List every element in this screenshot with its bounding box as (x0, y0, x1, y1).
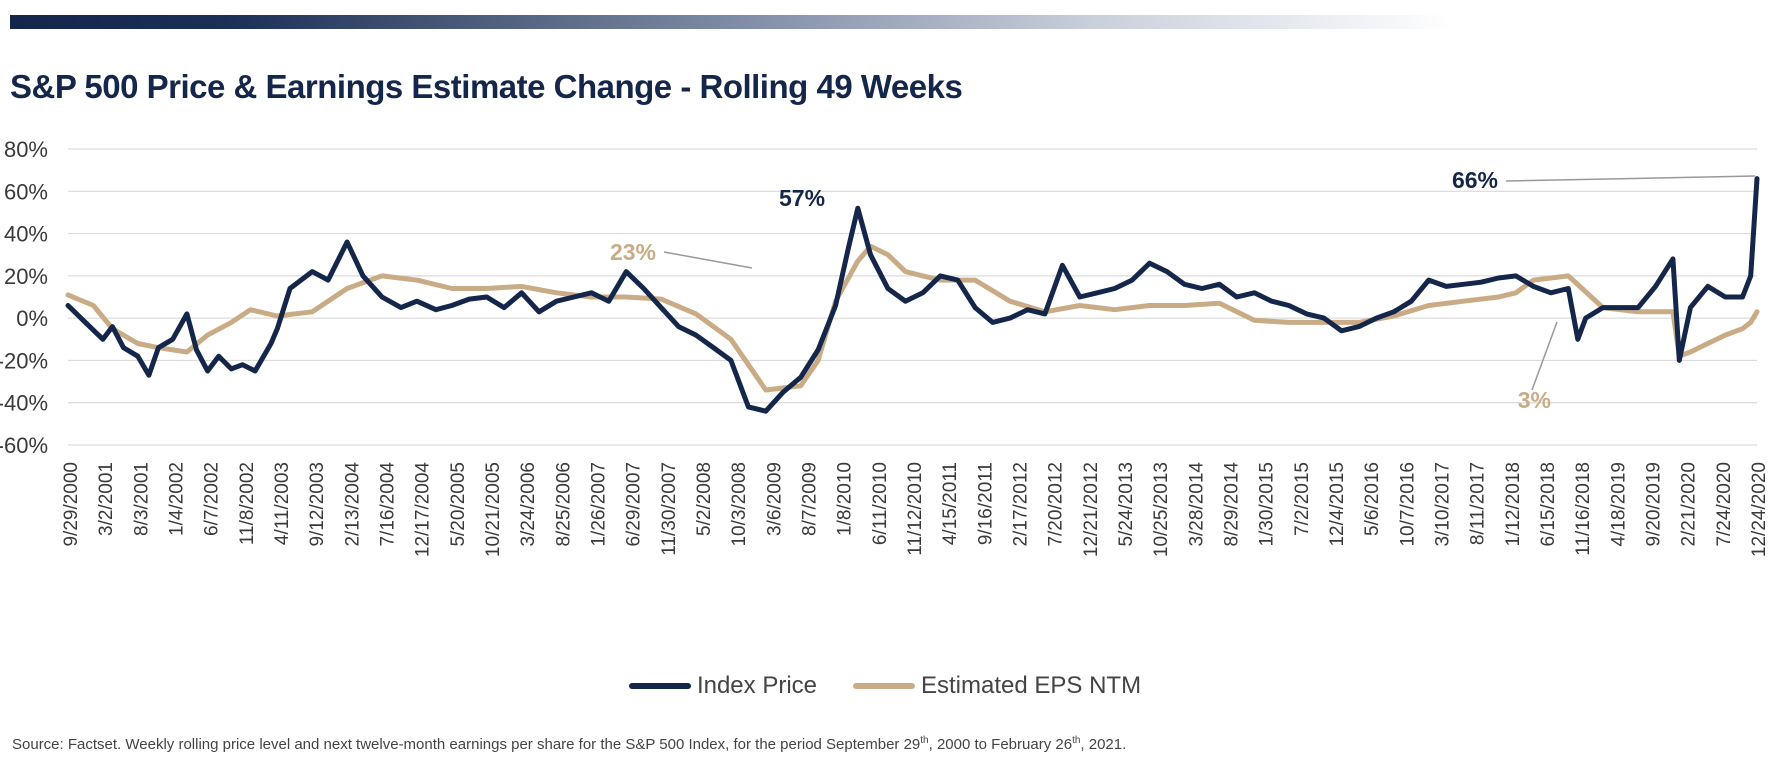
source-note: Source: Factset. Weekly rolling price le… (12, 735, 1126, 753)
gridlines (68, 148, 1757, 446)
y-tick-label: -60% (0, 433, 48, 458)
x-tick-label: 10/25/2013 (1151, 462, 1172, 557)
x-tick-label: 4/18/2019 (1608, 462, 1629, 547)
x-tick-label: 9/29/2000 (61, 462, 82, 547)
x-axis: 9/29/2000 3/2/2001 8/3/2001 1/4/2002 6/7/200… (61, 462, 1770, 558)
x-tick-label: 3/10/2017 (1433, 462, 1454, 547)
x-tick-label: 5/24/2013 (1116, 462, 1137, 547)
series-line-index-price (65, 176, 1760, 414)
x-tick-label: 2/17/2012 (1011, 462, 1032, 547)
x-tick-label: 6/7/2002 (202, 462, 223, 536)
y-tick-label: 20% (4, 264, 48, 289)
x-tick-label: 4/15/2011 (940, 462, 961, 545)
x-tick-label: 1/12/2018 (1503, 462, 1524, 547)
annotation-3: 3% (1518, 387, 1551, 413)
annotation-leader (1531, 321, 1558, 391)
x-tick-label: 1/30/2015 (1257, 462, 1278, 547)
x-tick-label: 11/12/2010 (905, 462, 926, 556)
x-tick-label: 7/24/2020 (1714, 462, 1735, 547)
x-tick-label: 12/24/2020 (1749, 462, 1770, 557)
x-tick-label: 5/2/2008 (694, 462, 715, 536)
annotation-leader (1505, 175, 1756, 182)
x-tick-label: 11/16/2018 (1573, 462, 1594, 556)
x-tick-label: 6/29/2007 (624, 462, 645, 547)
x-tick-label: 8/11/2017 (1468, 462, 1489, 545)
series-lines (65, 176, 1760, 414)
legend-label-eps: Estimated EPS NTM (921, 672, 1142, 699)
x-tick-label: 9/20/2019 (1644, 462, 1665, 547)
x-tick-label: 11/8/2002 (237, 462, 258, 545)
series-line-eps (65, 243, 1760, 393)
x-tick-label: 1/8/2010 (835, 462, 856, 536)
x-tick-label: 8/3/2001 (131, 462, 152, 536)
annotation-66: 66% (1452, 167, 1498, 193)
x-tick-label: 1/26/2007 (589, 462, 610, 547)
source-note-sup1: th (920, 735, 929, 746)
header-gradient-bar (10, 15, 1455, 29)
y-axis: 80% 60% 40% 20% 0% -20% -40% -60% (0, 137, 48, 458)
x-tick-label: 11/30/2007 (659, 462, 680, 556)
x-tick-label: 2/21/2020 (1679, 462, 1700, 547)
x-tick-label: 10/7/2016 (1397, 462, 1418, 547)
x-tick-label: 3/24/2006 (518, 462, 539, 547)
annotations: 57% 23% 66% 3% (610, 167, 1756, 413)
legend-item-index-price: Index Price (628, 672, 817, 700)
x-tick-label: 12/21/2012 (1081, 462, 1102, 557)
x-tick-label: 10/21/2005 (483, 462, 504, 557)
source-note-sup2: th (1072, 735, 1081, 746)
x-tick-label: 6/15/2018 (1538, 462, 1559, 547)
legend: Index Price Estimated EPS NTM (0, 672, 1770, 700)
x-tick-label: 7/16/2004 (378, 462, 399, 547)
y-tick-label: -20% (0, 348, 48, 373)
legend-swatch-eps (853, 683, 915, 689)
x-tick-label: 9/16/2011 (975, 462, 996, 545)
x-tick-label: 7/2/2015 (1292, 462, 1313, 536)
chart-title: S&P 500 Price & Earnings Estimate Change… (10, 68, 963, 105)
annotation-57: 57% (779, 185, 825, 211)
x-tick-label: 7/20/2012 (1046, 462, 1067, 547)
x-tick-label: 12/4/2015 (1327, 462, 1348, 547)
x-tick-label: 9/12/2003 (307, 462, 328, 547)
source-note-part3: , 2021. (1080, 736, 1127, 753)
x-tick-label: 6/11/2010 (870, 462, 891, 545)
x-tick-label: 8/7/2009 (800, 462, 821, 536)
source-note-part2: , 2000 to February 26 (928, 736, 1073, 753)
x-tick-label: 8/25/2006 (553, 462, 574, 547)
x-tick-label: 3/28/2014 (1186, 462, 1207, 547)
y-tick-label: 60% (4, 179, 48, 204)
x-tick-label: 1/4/2002 (167, 462, 188, 536)
x-tick-label: 3/2/2001 (96, 462, 117, 536)
y-tick-label: 40% (4, 222, 48, 247)
x-tick-label: 5/6/2016 (1362, 462, 1383, 536)
annotation-23: 23% (610, 239, 656, 265)
legend-item-eps: Estimated EPS NTM (853, 672, 1141, 700)
y-tick-label: 80% (4, 137, 48, 162)
legend-label-index-price: Index Price (696, 672, 817, 699)
y-tick-label: 0% (16, 306, 48, 331)
x-tick-label: 12/17/2004 (413, 462, 434, 558)
line-chart: 80% 60% 40% 20% 0% -20% -40% -60% 9/29/2000 3/2/… (0, 137, 1770, 558)
y-tick-label: -40% (0, 391, 48, 416)
x-tick-label: 4/11/2003 (272, 462, 293, 545)
x-tick-label: 3/6/2009 (764, 462, 785, 536)
annotation-leader (663, 251, 753, 269)
x-tick-label: 10/3/2008 (729, 462, 750, 547)
legend-swatch-index-price (628, 683, 691, 689)
x-tick-label: 2/13/2004 (342, 462, 363, 547)
source-note-part1: Source: Factset. Weekly rolling price le… (12, 736, 921, 753)
x-tick-label: 8/29/2014 (1222, 462, 1243, 547)
x-tick-label: 5/20/2005 (448, 462, 469, 547)
